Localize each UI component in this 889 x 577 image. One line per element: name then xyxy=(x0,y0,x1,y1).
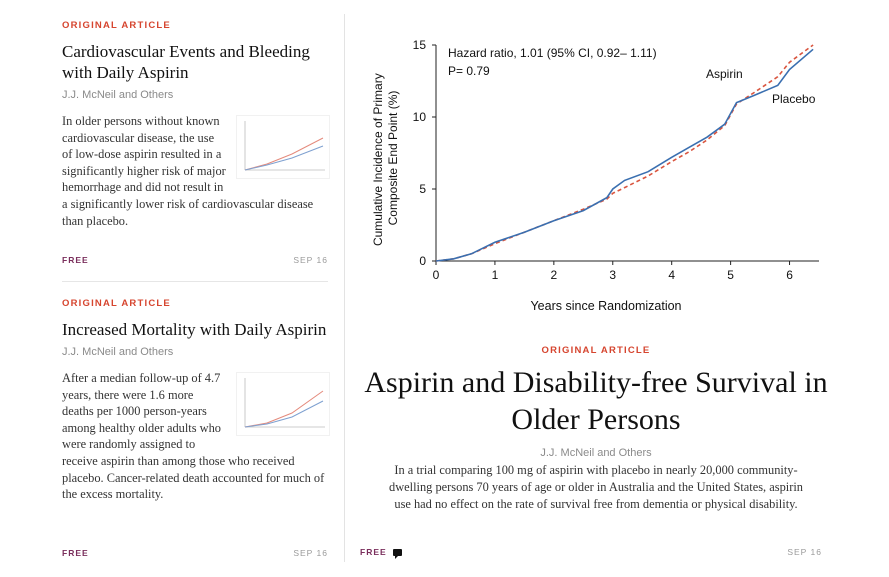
article-meta: FREE SEP 16 xyxy=(62,255,328,265)
article-summary: In older persons without known cardiovas… xyxy=(62,113,330,229)
aspirin-series-label: Aspirin xyxy=(706,67,743,81)
article-summary-text: In older persons without known cardiovas… xyxy=(62,114,314,228)
chart-axes: 0 1 2 3 4 5 6 0 5 10 15 xyxy=(413,38,819,282)
article-byline: J.J. McNeil and Others xyxy=(62,346,174,358)
x-tick-label: 0 xyxy=(433,268,440,282)
article-meta: FREE SEP 16 xyxy=(62,548,328,558)
x-tick-label: 6 xyxy=(786,268,793,282)
x-tick-label: 3 xyxy=(609,268,616,282)
y-tick-label: 0 xyxy=(419,254,426,268)
article-card[interactable]: ORIGINAL ARTICLE Cardiovascular Events a… xyxy=(62,20,330,229)
article-title[interactable]: Increased Mortality with Daily Aspirin xyxy=(62,320,327,339)
article-card[interactable]: ORIGINAL ARTICLE Increased Mortality wit… xyxy=(62,298,330,503)
article-divider xyxy=(62,281,328,282)
access-badge: FREE xyxy=(360,547,387,557)
chart-series xyxy=(435,44,814,262)
feature-summary: In a trial comparing 100 mg of aspirin w… xyxy=(389,463,803,511)
series-line-placebo xyxy=(435,48,814,262)
article-byline: J.J. McNeil and Others xyxy=(62,89,174,101)
x-tick-label: 5 xyxy=(727,268,734,282)
y-axis-label-line2: Composite End Point (%) xyxy=(386,91,400,226)
feature-kicker: ORIGINAL ARTICLE xyxy=(541,345,651,356)
feature-meta: FREE SEP 16 xyxy=(360,547,822,559)
article-kicker: ORIGINAL ARTICLE xyxy=(62,298,171,309)
y-axis-label-line1: Cumulative Incidence of Primary xyxy=(371,73,385,246)
article-summary-text: After a median follow-up of 4.7 years, t… xyxy=(62,371,325,502)
x-tick-label: 1 xyxy=(492,268,499,282)
publish-date: SEP 16 xyxy=(293,255,328,265)
column-divider xyxy=(344,14,345,562)
y-axis-label: Cumulative Incidence of Primary Composit… xyxy=(371,70,400,246)
feature-title[interactable]: Aspirin and Disability-free Survival in … xyxy=(364,366,828,436)
publish-date: SEP 16 xyxy=(787,547,822,557)
access-badge: FREE xyxy=(62,255,89,265)
series-line-aspirin xyxy=(435,44,814,262)
chart-thumbnail[interactable] xyxy=(236,115,330,179)
y-tick-label: 10 xyxy=(413,110,427,124)
placebo-series-label: Placebo xyxy=(772,92,816,106)
article-title[interactable]: Cardiovascular Events and Bleeding with … xyxy=(62,42,310,82)
article-summary: After a median follow-up of 4.7 years, t… xyxy=(62,370,330,503)
incidence-chart: 0 1 2 3 4 5 6 0 5 10 15 Hazard ratio, 1.01 (95% CI… xyxy=(371,38,819,313)
article-kicker: ORIGINAL ARTICLE xyxy=(62,20,171,31)
access-badge: FREE xyxy=(62,548,89,558)
y-tick-label: 15 xyxy=(413,38,427,52)
p-value-annotation: P= 0.79 xyxy=(448,64,490,78)
x-tick-label: 2 xyxy=(551,268,558,282)
x-axis-label: Years since Randomization xyxy=(530,299,681,313)
feature-byline: J.J. McNeil and Others xyxy=(540,447,652,459)
publish-date: SEP 16 xyxy=(293,548,328,558)
featured-article[interactable]: 0 1 2 3 4 5 6 0 5 10 15 Hazard ratio, 1.01 (95% CI… xyxy=(356,0,836,577)
x-tick-label: 4 xyxy=(668,268,675,282)
comment-icon[interactable] xyxy=(392,549,402,559)
y-tick-label: 5 xyxy=(419,182,426,196)
chart-thumbnail[interactable] xyxy=(236,372,330,436)
hazard-ratio-annotation: Hazard ratio, 1.01 (95% CI, 0.92– 1.11) xyxy=(448,46,657,60)
article-list: ORIGINAL ARTICLE Cardiovascular Events a… xyxy=(0,0,330,577)
